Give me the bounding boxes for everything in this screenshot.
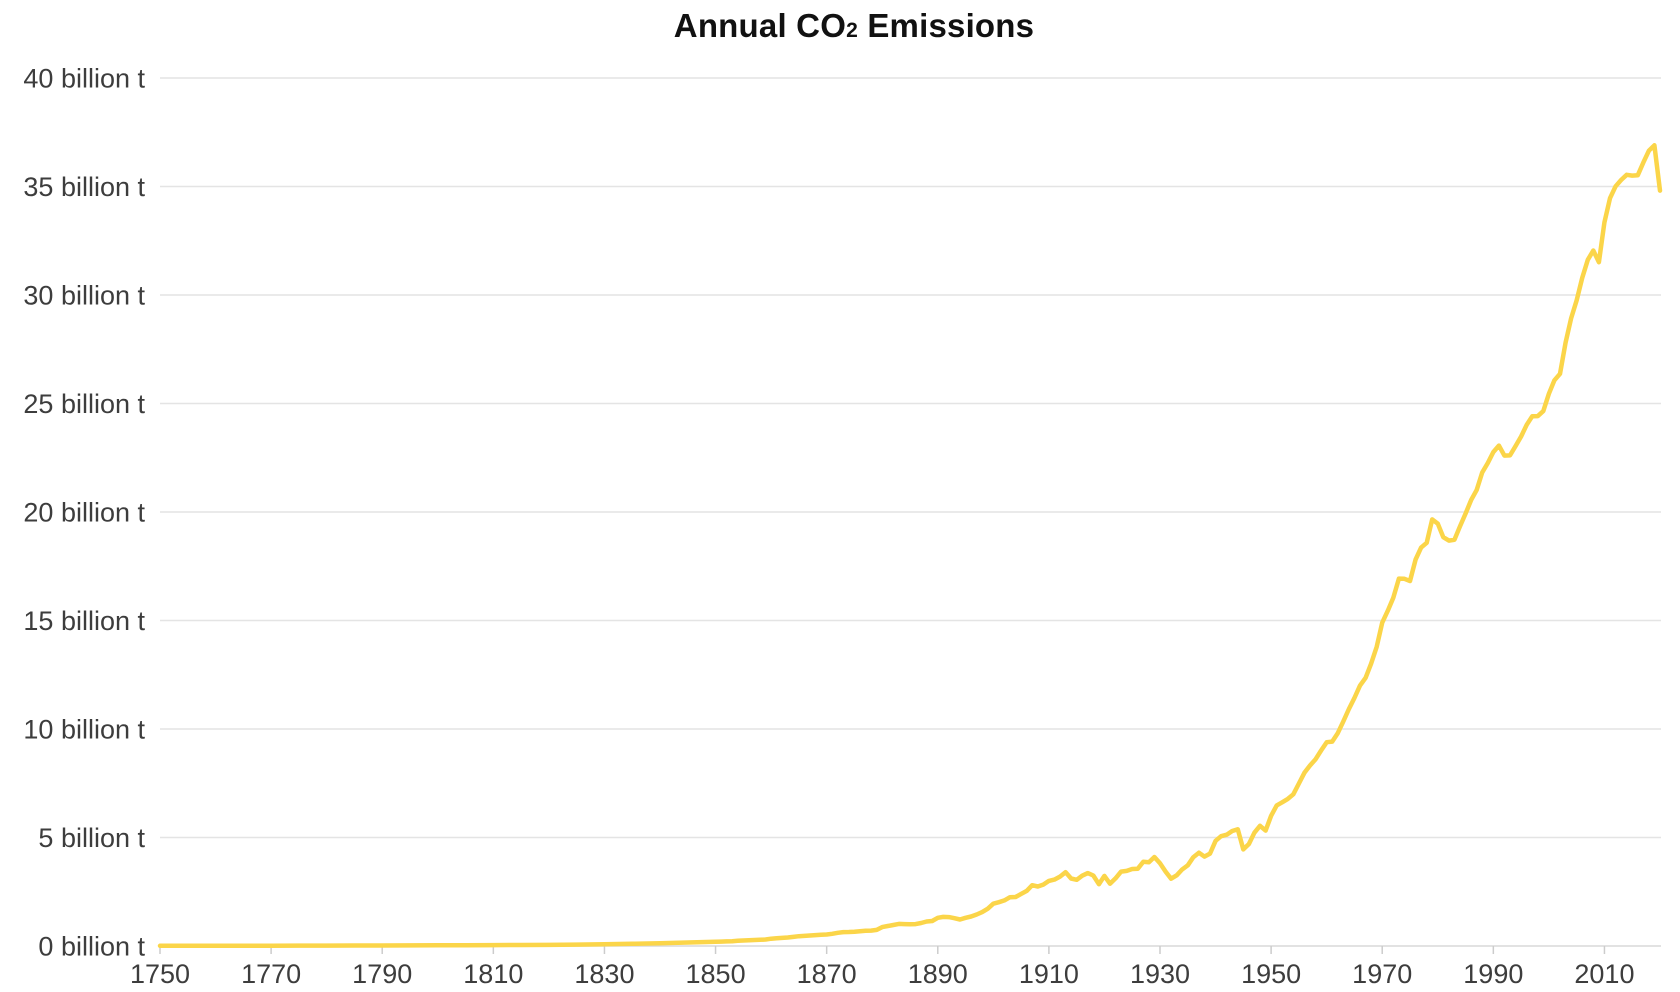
x-axis-label-1970: 1970 (1352, 959, 1412, 989)
x-axis-label-1850: 1850 (686, 959, 746, 989)
x-axis-label-1990: 1990 (1463, 959, 1523, 989)
x-axis-label-1830: 1830 (574, 959, 634, 989)
x-axis-label-1870: 1870 (797, 959, 857, 989)
series-lines (157, 143, 1663, 949)
emissions-line (157, 143, 1663, 949)
y-axis-label-5: 5 billion t (38, 823, 145, 853)
x-axis-label-2010: 2010 (1574, 959, 1634, 989)
y-axis-label-20: 20 billion t (23, 498, 145, 528)
x-axis-label-1790: 1790 (352, 959, 412, 989)
x-axis-label-1890: 1890 (908, 959, 968, 989)
y-axis-label-10: 10 billion t (23, 715, 145, 745)
gridlines (160, 77, 1661, 947)
chart-title: Annual CO2 Emissions (14, 9, 1680, 47)
chart-title-prefix: Annual CO (673, 7, 847, 44)
y-axis-label-15: 15 billion t (23, 606, 145, 636)
chart-title-suffix: Emissions (857, 7, 1035, 44)
y-axis-label-25: 25 billion t (23, 389, 145, 419)
x-axis-label-1930: 1930 (1130, 959, 1190, 989)
y-axis-label-30: 30 billion t (23, 281, 145, 311)
y-axis-label-40: 40 billion t (23, 64, 145, 94)
x-axis-label-1810: 1810 (463, 959, 523, 989)
y-axis-label-35: 35 billion t (23, 172, 145, 202)
x-axis-label-1770: 1770 (241, 959, 301, 989)
x-axis-label-1950: 1950 (1241, 959, 1301, 989)
x-axis-label-1910: 1910 (1019, 959, 1079, 989)
x-axis-labels: 1750 1770 1790 1810 1830 1850 1870 1890 1910 1930… (130, 959, 1635, 989)
x-axis-label-1750: 1750 (130, 959, 190, 989)
chart-title-subscript: 2 (846, 19, 858, 42)
y-axis-label-0: 0 billion t (38, 932, 145, 962)
y-axis-labels: 0 billion t 5 billion t 10 billion t 15 bil… (23, 64, 145, 962)
